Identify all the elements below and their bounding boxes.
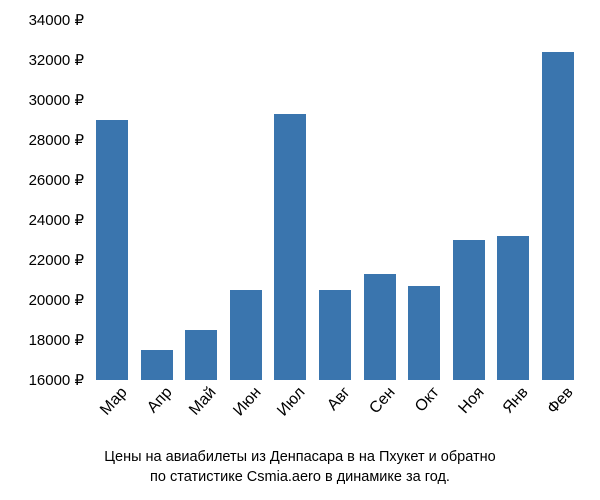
bar (319, 290, 351, 380)
caption-line-1: Цены на авиабилеты из Денпасара в на Пху… (104, 449, 495, 465)
price-chart: 16000 ₽ 18000 ₽ 20000 ₽ 22000 ₽ 24000 ₽ 26000… (0, 0, 600, 500)
y-tick-label: 18000 ₽ (29, 331, 84, 349)
bars-container (90, 20, 580, 380)
x-tick-label: Апр (125, 384, 176, 438)
bar (497, 236, 529, 380)
y-tick-label: 26000 ₽ (29, 171, 84, 189)
bar (274, 114, 306, 380)
bar (453, 240, 485, 380)
y-tick-label: 24000 ₽ (29, 211, 84, 229)
x-tick-label: Авг (304, 384, 355, 438)
y-tick-label: 32000 ₽ (29, 51, 84, 69)
x-axis-labels: МарАпрМайИюнИюлАвгСенОктНояЯнвФев (90, 384, 580, 454)
y-tick-label: 28000 ₽ (29, 131, 84, 149)
x-tick-label: Июл (259, 384, 310, 438)
x-tick-label: Окт (393, 384, 444, 438)
plot-area (90, 20, 580, 380)
x-tick-label: Фев (526, 384, 577, 438)
y-tick-label: 20000 ₽ (29, 291, 84, 309)
bar (230, 290, 262, 380)
bar (185, 330, 217, 380)
bar (141, 350, 173, 380)
x-tick-label: Ноя (437, 384, 488, 438)
x-tick-label: Янв (482, 384, 533, 438)
bar (542, 52, 574, 380)
x-tick-label: Июн (214, 384, 265, 438)
x-tick-label: Май (170, 384, 221, 438)
y-tick-label: 30000 ₽ (29, 91, 84, 109)
bar (96, 120, 128, 380)
bar (408, 286, 440, 380)
x-tick-label: Сен (348, 384, 399, 438)
chart-caption: Цены на авиабилеты из Денпасара в на Пху… (0, 448, 600, 487)
bar (364, 274, 396, 380)
x-tick-label: Мар (81, 384, 132, 438)
y-tick-label: 22000 ₽ (29, 251, 84, 269)
caption-line-2: по статистике Csmia.aero в динамике за г… (150, 469, 450, 485)
y-tick-label: 34000 ₽ (29, 11, 84, 29)
y-tick-label: 16000 ₽ (29, 371, 84, 389)
